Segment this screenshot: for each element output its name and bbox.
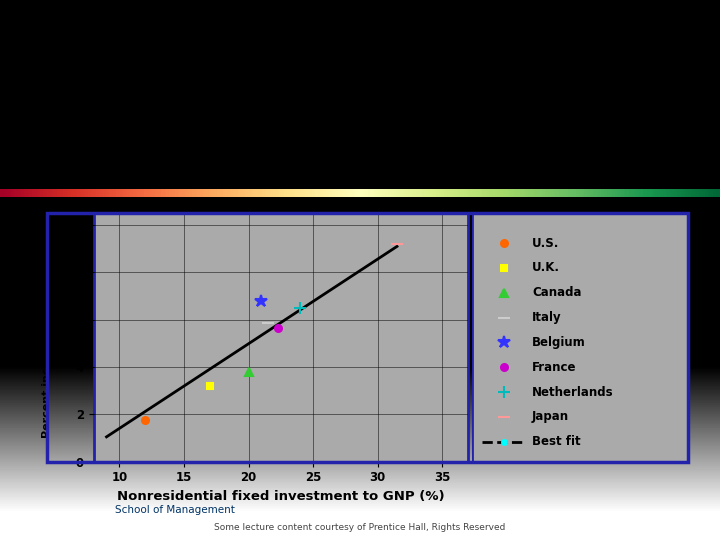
Text: Investment and Productivity in: Investment and Productivity in bbox=[58, 27, 543, 55]
Text: U.K.: U.K. bbox=[532, 261, 560, 274]
Text: Canada: Canada bbox=[532, 286, 582, 299]
Text: U.S.: U.S. bbox=[532, 237, 559, 249]
Text: Italy: Italy bbox=[532, 311, 562, 324]
Text: Best fit: Best fit bbox=[532, 435, 581, 448]
Text: Some lecture content courtesy of Prentice Hall, Rights Reserved: Some lecture content courtesy of Prentic… bbox=[215, 523, 505, 532]
Y-axis label: Percent increase in productivity
(Mfg): Percent increase in productivity (Mfg) bbox=[42, 237, 63, 438]
Text: School of Management: School of Management bbox=[115, 505, 235, 515]
Text: France: France bbox=[532, 361, 577, 374]
Text: Japan: Japan bbox=[532, 410, 570, 423]
Text: Netherlands: Netherlands bbox=[532, 386, 613, 399]
Text: Selected Nations: Selected Nations bbox=[58, 97, 323, 125]
X-axis label: Nonresidential fixed investment to GNP (%): Nonresidential fixed investment to GNP (… bbox=[117, 490, 445, 503]
Text: Belgium: Belgium bbox=[532, 336, 586, 349]
